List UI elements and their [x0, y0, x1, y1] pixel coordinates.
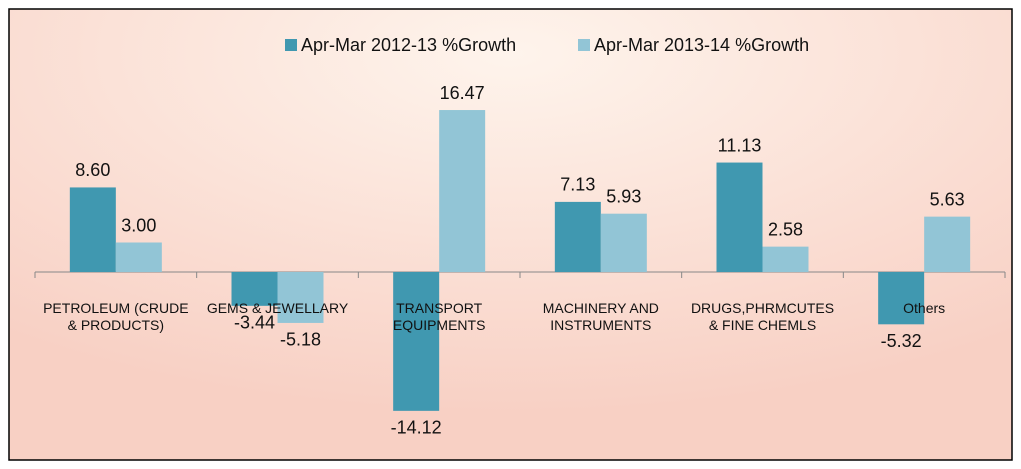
bar	[115, 242, 162, 272]
bar	[600, 213, 647, 272]
legend-swatch	[578, 39, 590, 51]
legend-label: Apr-Mar 2013-14 %Growth	[594, 35, 809, 55]
bar	[277, 272, 324, 323]
x-tick-label: PETROLEUM (CRUDE & PRODUCTS)	[43, 300, 189, 333]
x-tick-label: Others	[903, 300, 946, 316]
data-label: 2.58	[768, 219, 803, 239]
data-label: 3.00	[121, 215, 156, 235]
data-label: -3.44	[234, 313, 275, 333]
data-label: -5.32	[881, 331, 922, 351]
legend-label: Apr-Mar 2012-13 %Growth	[301, 35, 516, 55]
data-label: -5.18	[280, 330, 321, 350]
chart-frame	[8, 8, 1013, 461]
data-label: -14.12	[391, 418, 442, 438]
bar	[924, 216, 971, 272]
bar	[554, 201, 601, 272]
data-label: 16.47	[440, 83, 485, 103]
data-label: 5.63	[930, 189, 965, 209]
bar	[439, 110, 486, 272]
data-label: 8.60	[75, 160, 110, 180]
bar	[393, 272, 440, 411]
bar	[231, 272, 278, 306]
bar	[762, 246, 809, 272]
x-tick-label: TRANSPORT EQUIPMENTS	[392, 300, 486, 333]
data-label: 11.13	[718, 135, 762, 155]
x-tick-label: MACHINERY AND INSTRUMENTS	[542, 300, 659, 333]
x-tick-label: GEMS & JEWELLARY	[206, 300, 349, 316]
legend-swatch	[285, 39, 297, 51]
data-label: 7.13	[560, 175, 595, 195]
bar	[878, 272, 925, 325]
bar	[69, 187, 116, 272]
bar	[716, 162, 763, 272]
x-tick-label: DRUGS,PHRMCUTES & FINE CHEMLS	[690, 300, 835, 333]
data-label: 5.93	[606, 186, 641, 206]
